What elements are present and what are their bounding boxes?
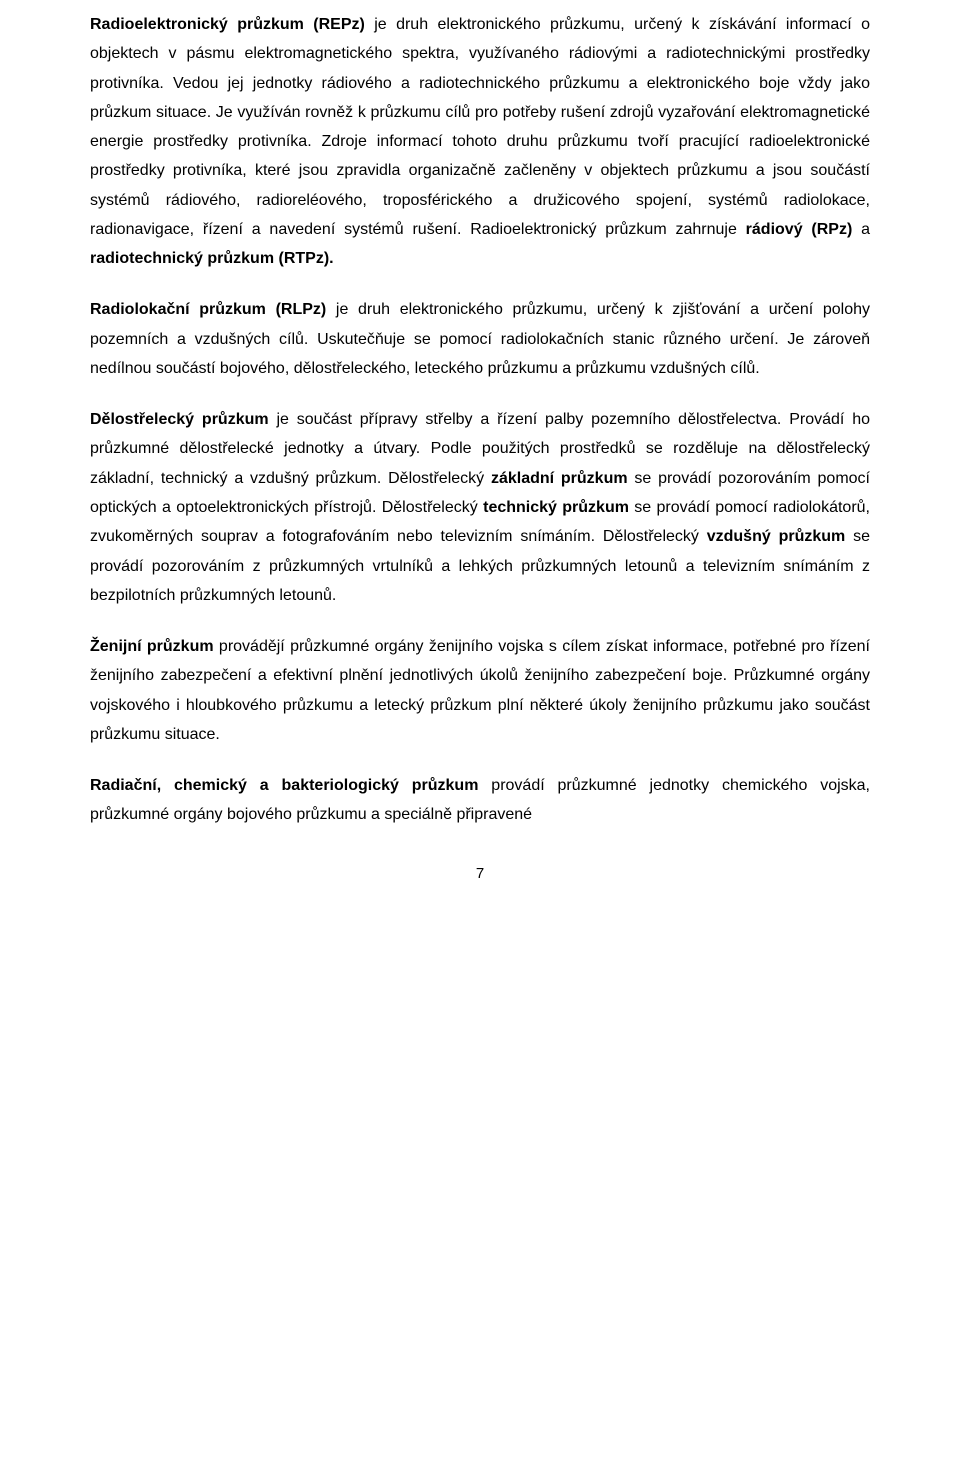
term-rtpz: radiotechnický průzkum (RTPz). — [90, 250, 334, 267]
paragraph-repz: Radioelektronický průzkum (REPz) je druh… — [90, 10, 870, 273]
paragraph-engineer: Ženijní průzkum provádějí průzkumné orgá… — [90, 632, 870, 749]
term-repz: Radioelektronický průzkum (REPz) — [90, 16, 365, 33]
paragraph-rcb: Radiační, chemický a bakteriologický prů… — [90, 771, 870, 830]
term-aerial-recon: vzdušný průzkum — [707, 528, 846, 545]
term-engineer: Ženijní průzkum — [90, 638, 214, 655]
term-rpz: rádiový (RPz) — [746, 221, 853, 238]
text: a — [852, 221, 870, 238]
term-technical-recon: technický průzkum — [483, 499, 629, 516]
term-artillery: Dělostřelecký průzkum — [90, 411, 269, 428]
paragraph-rlpz: Radiolokační průzkum (RLPz) je druh elek… — [90, 295, 870, 383]
paragraph-artillery: Dělostřelecký průzkum je součást příprav… — [90, 405, 870, 610]
term-rlpz: Radiolokační průzkum (RLPz) — [90, 301, 326, 318]
term-rcb: Radiační, chemický a bakteriologický prů… — [90, 777, 478, 794]
text: je druh elektronického průzkumu, určený … — [90, 16, 870, 238]
page-number: 7 — [90, 860, 870, 887]
document-page: Radioelektronický průzkum (REPz) je druh… — [0, 0, 960, 927]
term-basic-recon: základní průzkum — [491, 470, 628, 487]
